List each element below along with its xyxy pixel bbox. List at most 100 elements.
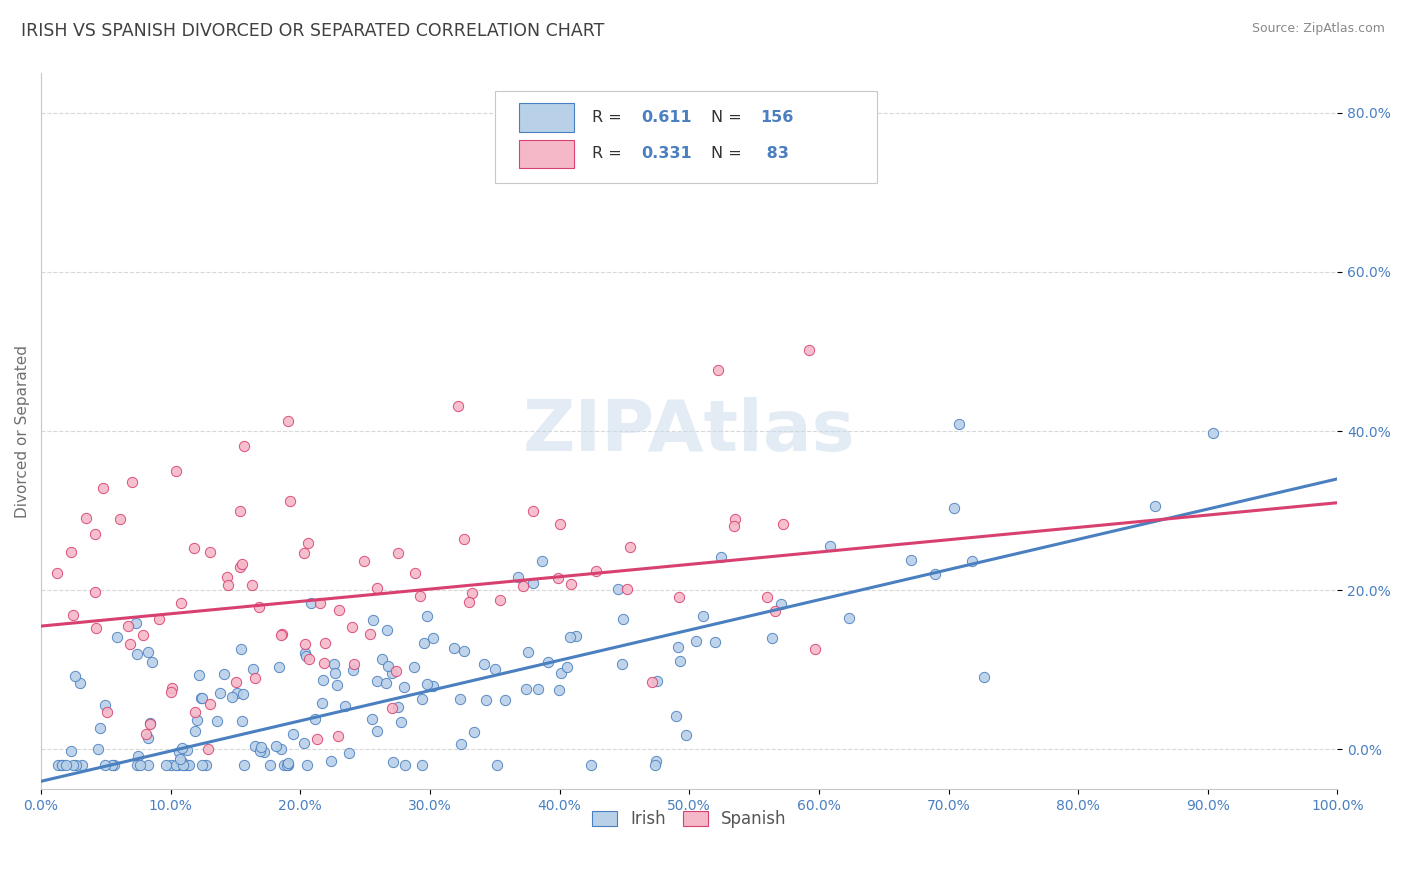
Point (333, 699, 356, 714)
Point (108, 512, 131, 526)
Point (799, 343, 821, 358)
Point (550, 665, 572, 680)
Point (249, 599, 271, 614)
Point (377, 659, 399, 673)
Point (160, 758, 183, 772)
Point (62, 758, 84, 772)
Point (59, 744, 82, 758)
Point (264, 739, 287, 753)
Point (342, 663, 364, 677)
Point (472, 657, 495, 672)
Point (326, 678, 349, 692)
Point (278, 494, 301, 508)
Point (243, 671, 266, 685)
Point (214, 667, 236, 681)
Point (250, 740, 273, 755)
Point (194, 758, 217, 772)
Text: 156: 156 (761, 110, 794, 125)
Point (191, 690, 214, 705)
Point (512, 579, 534, 593)
Point (69, 676, 91, 690)
Point (190, 690, 212, 705)
Point (692, 608, 714, 623)
Point (242, 662, 264, 676)
Point (314, 636, 336, 650)
Point (281, 727, 304, 741)
Point (87, 742, 110, 756)
Point (276, 758, 298, 772)
Point (231, 714, 253, 728)
Point (294, 646, 316, 660)
Point (522, 575, 544, 590)
Point (453, 643, 475, 657)
Point (46, 566, 69, 581)
Text: ZIPAtlas: ZIPAtlas (523, 397, 856, 466)
Point (217, 570, 239, 584)
Point (508, 570, 530, 584)
Point (973, 670, 995, 684)
Point (89, 721, 111, 735)
Point (381, 701, 404, 715)
Point (245, 739, 267, 754)
Point (295, 758, 318, 772)
Point (103, 758, 125, 772)
Point (62, 608, 84, 623)
Point (585, 565, 607, 579)
Point (489, 592, 512, 607)
Point (197, 742, 219, 756)
Point (522, 504, 544, 518)
Point (271, 627, 294, 641)
Point (394, 758, 416, 772)
Point (94, 758, 117, 772)
FancyBboxPatch shape (495, 91, 877, 183)
Point (155, 758, 177, 772)
Point (484, 662, 506, 676)
Point (121, 475, 143, 490)
Point (450, 737, 472, 751)
Point (838, 611, 860, 625)
Point (387, 545, 409, 559)
Text: N =: N = (711, 110, 747, 125)
Point (167, 745, 190, 759)
Point (710, 550, 733, 565)
Point (413, 636, 436, 650)
FancyBboxPatch shape (519, 103, 574, 132)
Point (353, 554, 375, 568)
Point (616, 582, 638, 597)
Y-axis label: Divorced or Separated: Divorced or Separated (15, 344, 30, 517)
Point (176, 743, 198, 757)
Point (269, 660, 291, 674)
Point (184, 705, 207, 719)
Point (530, 554, 553, 568)
Point (337, 746, 360, 760)
Point (205, 714, 228, 729)
Point (328, 729, 350, 743)
Point (135, 727, 157, 741)
Point (233, 758, 256, 772)
Point (422, 631, 444, 645)
Point (136, 758, 159, 772)
Point (409, 589, 432, 603)
Point (668, 590, 690, 604)
Point (387, 699, 409, 714)
Point (555, 659, 578, 673)
Point (723, 511, 745, 525)
Point (685, 633, 707, 648)
Point (411, 758, 433, 772)
Point (277, 758, 299, 772)
Point (374, 675, 396, 690)
Point (136, 731, 159, 746)
Point (170, 596, 193, 610)
Point (70, 758, 93, 772)
Point (319, 755, 342, 769)
Point (314, 657, 336, 671)
Point (461, 586, 484, 600)
Point (49, 758, 72, 772)
Point (323, 657, 346, 672)
Point (707, 363, 730, 377)
Point (84, 622, 107, 636)
Point (139, 715, 162, 730)
Point (166, 758, 188, 772)
Point (328, 602, 350, 616)
Point (1202, 425, 1225, 440)
